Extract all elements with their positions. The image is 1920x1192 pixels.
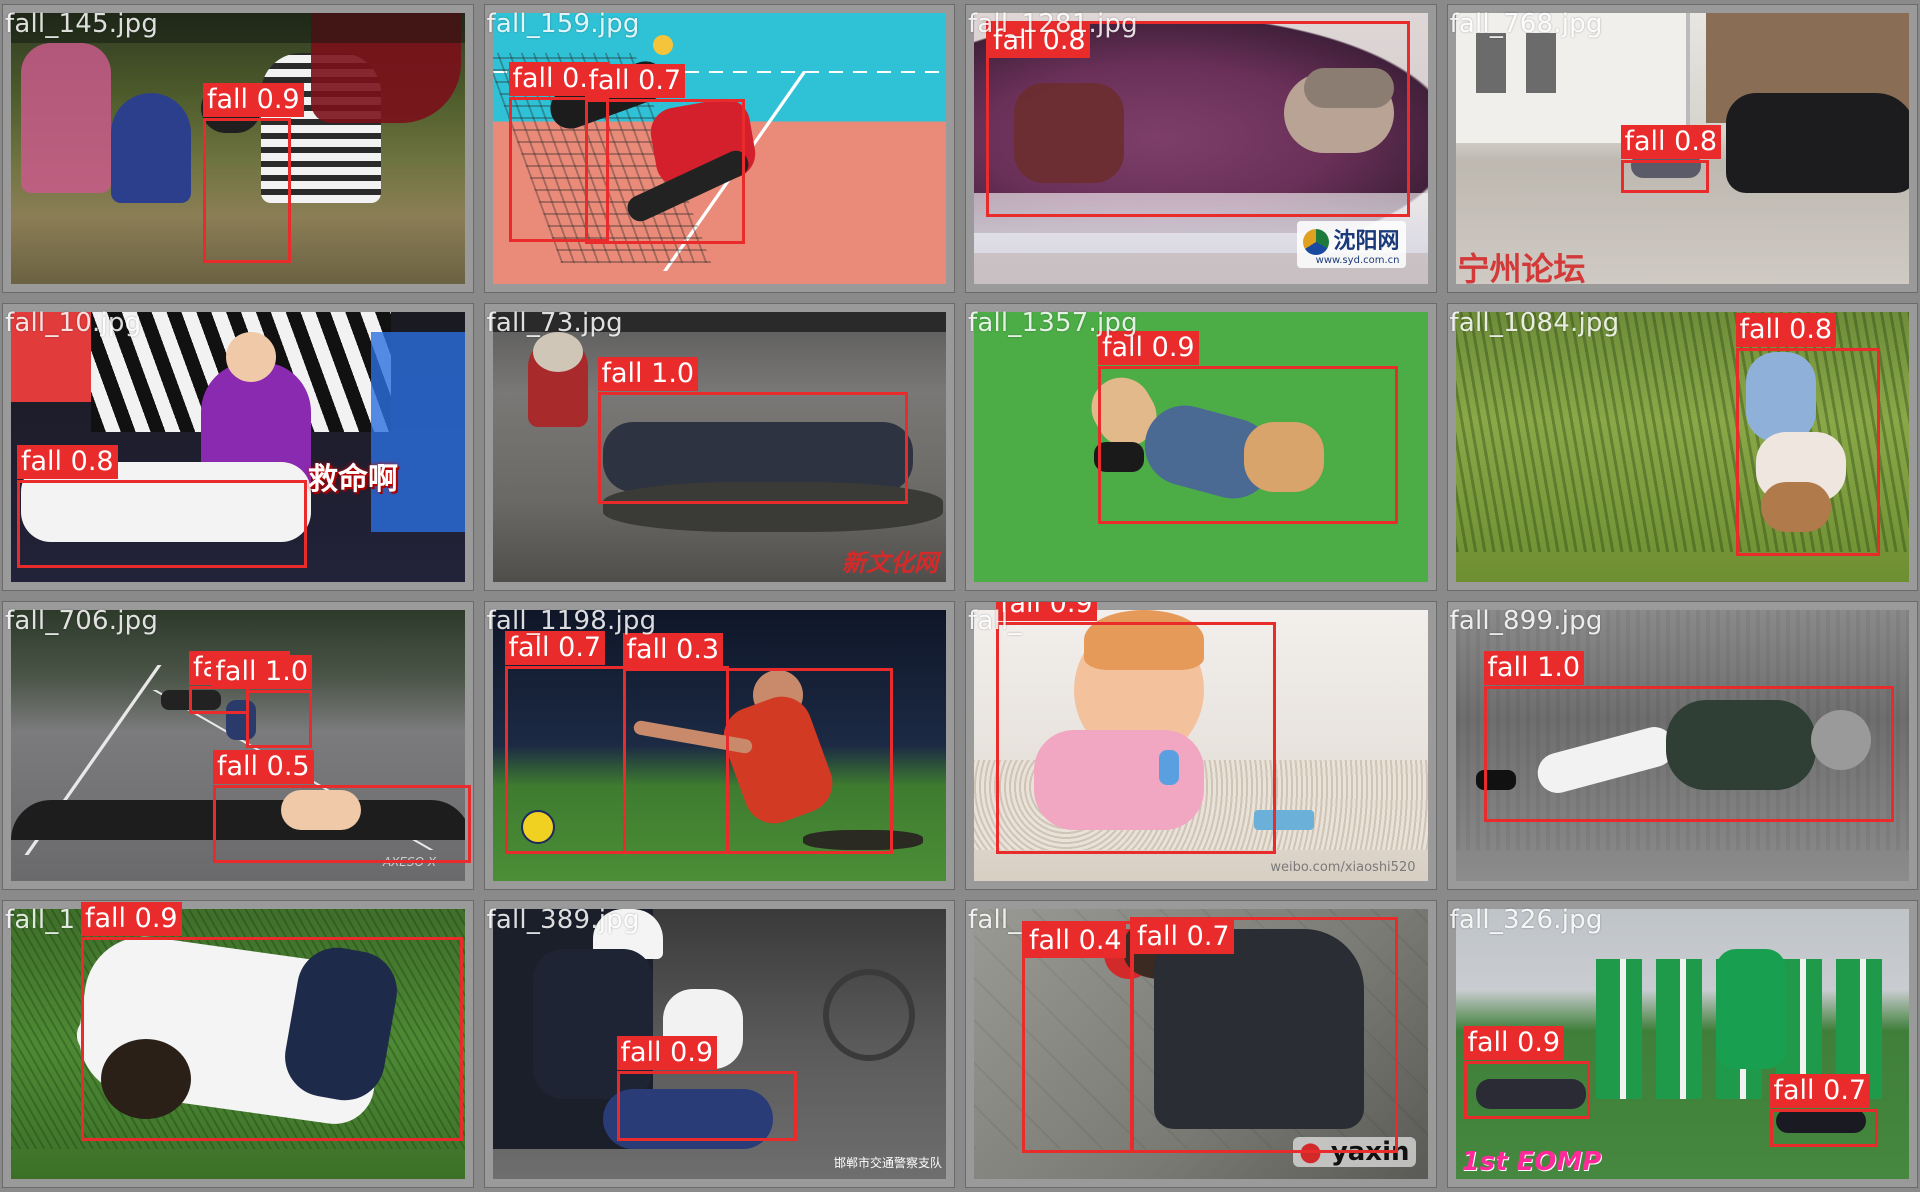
detection-label: fall 0.7 [584, 64, 686, 98]
detection-label: fall 0.8 [1735, 312, 1837, 347]
detection-label: fall 0.9 [203, 83, 304, 117]
bbox: fall 0.9 [1463, 1025, 1590, 1119]
image-filename: fall_326.jpg [1449, 904, 1603, 935]
watermark-text: weibo.com/xiaoshi520 [1270, 859, 1416, 875]
image-filename: fall_159.jpg [486, 9, 640, 39]
watermark-text: 沈阳网 [1333, 228, 1400, 254]
detection-label: fall 0.7 [504, 631, 606, 665]
photo [11, 908, 465, 1179]
bbox: fall 0.7 [1130, 916, 1398, 1153]
detection-label: fall 1.0 [597, 356, 699, 391]
photo [974, 610, 1428, 881]
watermark-text: 邯郸市交通警察支队 [833, 1156, 942, 1170]
photo [1455, 13, 1909, 284]
result-tile[interactable]: AXESO X fall_706.jpg fall 0.4 fall 1.0 f… [2, 601, 474, 890]
image-filename: fall_1198.jpg [486, 606, 657, 636]
bbox: fall 0.8 [17, 444, 307, 568]
bbox: fall 1.0 [1483, 651, 1894, 822]
result-tile[interactable]: fall_145.jpg fall 0.9 [2, 4, 474, 293]
detection-label: fall 0.4 [1025, 923, 1126, 958]
result-tile[interactable]: fall_1084.jpg fall 0.8 [1446, 302, 1918, 591]
image-filename: fall_ [968, 904, 1022, 935]
watermark-logo: 1st ЕОМР [1461, 1147, 1602, 1177]
bbox: fall 0.5 [213, 750, 471, 863]
result-tile[interactable]: fall_1198.jpg fall 0.7 fall 0.3 [483, 601, 955, 890]
image-filename: fall_145.jpg [5, 9, 159, 39]
photo [492, 13, 946, 284]
bbox: fall 0.7 [1769, 1073, 1878, 1147]
detection-label: fall 0.7 [1769, 1073, 1871, 1108]
photo [11, 13, 465, 284]
detection-label: fall 0.9 [616, 1035, 718, 1070]
photo [11, 610, 465, 881]
detection-label: fall 0.9 [81, 901, 182, 936]
result-tile[interactable]: 邯郸市交通警察支队 fall_389.jpg fall 0.9 [483, 899, 955, 1188]
bbox: fall 0.9 [1098, 330, 1398, 524]
bbox: fall 0.7 [504, 631, 729, 854]
bbox: fall 0.8 [1620, 125, 1722, 193]
result-tile[interactable]: 1st ЕОМР fall_326.jpg fall 0.9 fall 0.7 [1446, 899, 1918, 1188]
detection-label: fall 0.9 [1098, 330, 1199, 365]
bbox: fall 0.7 [584, 64, 745, 244]
caption-text: 救命啊 [308, 461, 398, 497]
detection-label: fall 1.0 [211, 655, 312, 689]
result-tile[interactable]: fall_159.jpg fall 0.4 fall 0.7 [483, 4, 955, 293]
detection-label: fall 0.8 [989, 24, 1090, 58]
bbox: fall 1.0 [597, 356, 908, 504]
bbox: fall 0.8 [1735, 312, 1880, 556]
bbox: fall 0.8 [986, 21, 1410, 217]
photo [1455, 610, 1909, 881]
detection-label: fall 0.8 [17, 444, 118, 479]
image-filename: fall_1084.jpg [1449, 307, 1620, 338]
photo [1455, 311, 1909, 582]
image-filename: fall_899.jpg [1449, 606, 1603, 636]
photo [974, 311, 1428, 582]
image-filename: fall_1 [5, 904, 76, 935]
result-tile[interactable]: 救命啊 fall_10.jpg fall 0.8 [2, 302, 474, 591]
detection-label: fall 0.3 [622, 633, 724, 667]
result-tile[interactable]: 新文化网 fall_73.jpg fall 1.0 [483, 302, 955, 591]
bbox: fall 1.0 [211, 655, 312, 748]
logo-circle-icon [1303, 228, 1330, 255]
image-filename: fall_73.jpg [486, 307, 623, 338]
result-tile[interactable]: fall_1 fall 0.9 [2, 899, 474, 1188]
result-tile[interactable]: fall_899.jpg fall 1.0 [1446, 601, 1918, 890]
result-tile[interactable]: ● yaxin fall_ fall 0.4 fall 0.7 [965, 899, 1437, 1188]
watermark-logo: 宁州论坛 [1457, 249, 1586, 288]
image-filename: fall_706.jpg [5, 606, 159, 636]
bbox: fall 0.9 [996, 601, 1276, 854]
photo [492, 908, 946, 1179]
watermark-url: www.syd.com.cn [1315, 254, 1400, 266]
bbox: fall 0.9 [81, 901, 463, 1141]
watermark-logo: 沈阳网 www.syd.com.cn [1297, 220, 1406, 268]
image-filename: fall_10.jpg [5, 307, 142, 338]
detection-label: fall 0.5 [213, 750, 314, 784]
bbox: fall 0.3 [622, 633, 893, 854]
result-tile[interactable]: 宁州论坛 fall_768.jpg fall 0.8 [1446, 4, 1918, 293]
photo [1455, 908, 1909, 1179]
detection-label: fall 0.9 [996, 601, 1097, 621]
result-tile[interactable]: 沈阳网 www.syd.com.cn fall_1281.jpg fall 0.… [965, 4, 1437, 293]
result-tile[interactable]: weibo.com/xiaoshi520 fall_ fall 0.9 [965, 601, 1437, 890]
result-tile[interactable]: fall_1357.jpg fall 0.9 [965, 302, 1437, 591]
image-filename: fall_1357.jpg [968, 307, 1138, 338]
watermark-logo: 新文化网 [842, 549, 938, 577]
image-filename: fall_1281.jpg [968, 9, 1138, 39]
detection-label: fall 0.9 [1463, 1025, 1565, 1060]
detection-label: fall 1.0 [1483, 651, 1585, 685]
image-filename: fall_389.jpg [486, 904, 640, 935]
image-filename: fall_ [968, 606, 1022, 636]
image-filename: fall_768.jpg [1449, 9, 1603, 39]
bbox: fall 0.9 [203, 83, 304, 263]
detection-label: fall 0.8 [1620, 125, 1722, 159]
bbox: fall 0.4 [189, 651, 290, 714]
photo [492, 311, 946, 582]
bbox: fall 0.9 [616, 1035, 797, 1141]
bbox: fall 0.4 [1022, 920, 1134, 1153]
detection-label: fall 0.7 [1133, 919, 1234, 954]
photo [974, 13, 1428, 284]
